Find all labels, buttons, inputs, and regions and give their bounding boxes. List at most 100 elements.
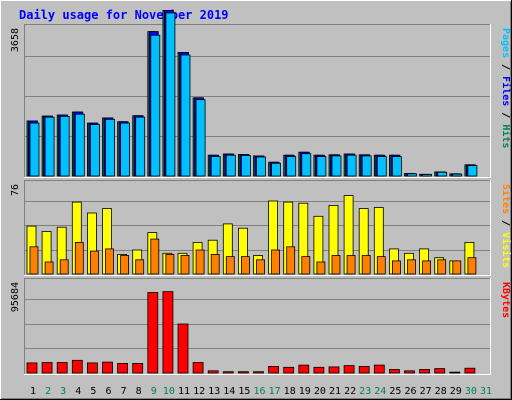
bar-kbytes-day-19 — [298, 364, 310, 374]
bar-sites-day-11 — [180, 255, 190, 275]
bar-kbytes-day-6 — [102, 361, 113, 374]
x-tick-label-day-7: 7 — [121, 386, 127, 397]
bar-kbytes-day-27 — [419, 369, 431, 374]
legend-entry: KBytes — [500, 282, 511, 318]
bar-pages-day-5 — [90, 124, 100, 177]
panel-visits-ymax-label: 76 — [10, 184, 21, 196]
bar-pages-day-1 — [29, 122, 40, 177]
bar-pages-day-18 — [286, 156, 297, 177]
x-tick-label-day-23: 23 — [359, 386, 371, 397]
bar-pages-day-26 — [407, 173, 417, 177]
bar-sites-day-21 — [331, 255, 341, 275]
bar-pages-day-21 — [331, 155, 342, 177]
x-tick-label-day-16: 16 — [253, 386, 265, 397]
bar-sites-day-27 — [422, 260, 432, 275]
legend-entry: Files — [500, 76, 512, 106]
x-tick-label-day-8: 8 — [136, 386, 142, 397]
bar-pages-day-10 — [165, 12, 176, 177]
bar-sites-day-13 — [210, 253, 220, 275]
x-tick-label-day-1: 1 — [30, 386, 36, 397]
x-tick-label-day-10: 10 — [163, 386, 175, 397]
x-tick-label-day-22: 22 — [344, 386, 356, 397]
bar-kbytes-day-15 — [237, 371, 249, 374]
bar-sites-day-15 — [240, 256, 250, 275]
bar-sites-day-29 — [452, 260, 462, 275]
bar-sites-day-3 — [59, 259, 69, 275]
bar-sites-day-24 — [376, 256, 386, 275]
x-tick-label-day-5: 5 — [90, 386, 96, 397]
bar-sites-day-22 — [346, 255, 356, 275]
bar-sites-day-4 — [74, 241, 84, 275]
panel-visits: 76 Sites / Visits — [10, 180, 512, 276]
bar-pages-day-14 — [225, 154, 236, 177]
x-tick-label-day-15: 15 — [238, 386, 250, 397]
bar-pages-day-27 — [422, 174, 433, 177]
x-tick-label-day-20: 20 — [314, 386, 326, 397]
x-tick-label-day-6: 6 — [105, 386, 111, 397]
bar-kbytes-day-18 — [283, 366, 295, 374]
legend-entry: / — [500, 214, 511, 232]
bar-sites-day-10 — [165, 253, 175, 275]
x-tick-label-day-9: 9 — [151, 386, 157, 397]
legend-entry: Sites — [500, 184, 512, 214]
panel-kbytes-legend: KBytes — [500, 282, 511, 318]
bar-kbytes-day-30 — [464, 367, 476, 374]
legend-entry: Hits — [500, 124, 512, 148]
panel-kbytes: 95684 KBytes — [10, 278, 511, 375]
bar-kbytes-day-13 — [207, 370, 219, 374]
x-tick-label-day-26: 26 — [404, 386, 416, 397]
x-tick-label-day-11: 11 — [178, 386, 190, 397]
bar-kbytes-day-11 — [177, 323, 189, 374]
x-tick-label-day-27: 27 — [420, 386, 432, 397]
bar-sites-day-12 — [195, 249, 205, 275]
bar-pages-day-16 — [256, 156, 266, 177]
chart-panels: 3658 Pages / Files / Hits 76 Sites / Visits… — [10, 9, 512, 375]
bar-pages-day-23 — [361, 155, 372, 177]
bar-kbytes-day-9 — [147, 292, 159, 374]
bar-pages-day-19 — [301, 153, 312, 177]
bar-pages-day-8 — [135, 116, 146, 177]
bar-sites-day-14 — [225, 256, 235, 275]
x-tick-label-day-13: 13 — [208, 386, 220, 397]
bar-sites-day-18 — [286, 246, 296, 275]
bar-sites-day-30 — [467, 257, 477, 275]
bar-kbytes-day-4 — [71, 359, 83, 374]
bar-pages-day-24 — [376, 156, 387, 177]
bar-kbytes-day-26 — [404, 370, 415, 374]
x-tick-label-day-3: 3 — [60, 386, 66, 397]
bar-sites-day-19 — [301, 256, 311, 275]
bar-sites-day-1 — [29, 246, 39, 275]
bar-sites-day-16 — [256, 259, 265, 275]
panel-hits-area — [24, 24, 491, 178]
x-tick-label-day-4: 4 — [75, 386, 81, 397]
bar-pages-day-30 — [467, 165, 478, 177]
bar-pages-day-25 — [391, 156, 402, 177]
bar-sites-day-28 — [437, 259, 447, 275]
bar-kbytes-day-20 — [313, 366, 325, 374]
x-tick-label-day-30: 30 — [465, 386, 477, 397]
bar-pages-day-6 — [105, 119, 115, 177]
bar-sites-day-2 — [44, 261, 54, 275]
x-tick-label-day-24: 24 — [374, 386, 386, 397]
bar-pages-day-2 — [44, 116, 55, 177]
x-tick-label-day-28: 28 — [435, 386, 447, 397]
bar-sites-day-23 — [361, 255, 371, 275]
x-tick-label-day-12: 12 — [193, 386, 205, 397]
bar-sites-day-26 — [407, 259, 416, 275]
bar-kbytes-day-7 — [117, 362, 128, 374]
bar-sites-day-6 — [105, 248, 114, 275]
x-tick-label-day-31: 31 — [480, 386, 492, 397]
bar-pages-day-15 — [240, 155, 251, 177]
bar-pages-day-20 — [316, 156, 327, 177]
legend-entry: Pages — [500, 28, 511, 58]
panel-hits-legend: Pages / Files / Hits — [500, 28, 512, 148]
x-tick-label-day-25: 25 — [389, 386, 401, 397]
x-tick-label-day-29: 29 — [450, 386, 462, 397]
bar-pages-day-12 — [195, 99, 206, 177]
bar-kbytes-day-17 — [268, 365, 280, 374]
bar-kbytes-day-25 — [388, 369, 400, 374]
bar-kbytes-day-8 — [132, 362, 144, 374]
bar-kbytes-day-21 — [328, 366, 340, 374]
chart-title: Daily usage for November 2019 — [19, 8, 229, 22]
bar-kbytes-day-5 — [87, 362, 98, 374]
